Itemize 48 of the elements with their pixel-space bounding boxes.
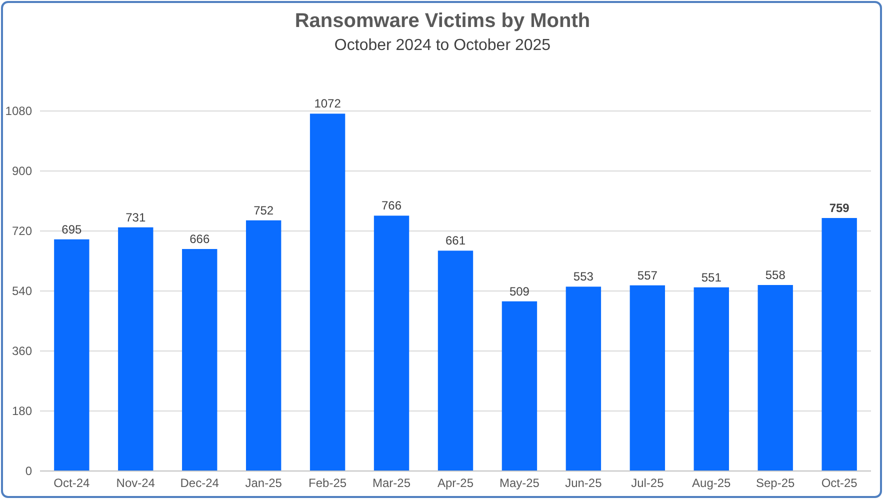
x-tick-label: Apr-25 [437, 476, 474, 490]
y-tick-label: 900 [12, 164, 32, 178]
bar [374, 216, 410, 471]
y-tick-label: 360 [12, 344, 32, 358]
bar [566, 286, 602, 471]
chart-subtitle: October 2024 to October 2025 [334, 37, 551, 54]
x-tick-label: Feb-25 [308, 476, 347, 490]
data-label: 666 [190, 232, 210, 246]
x-tick-label: Dec-24 [180, 476, 220, 490]
data-label: 553 [573, 270, 594, 284]
bar [694, 287, 729, 471]
y-tick-label: 540 [12, 284, 32, 298]
x-tick-label: Sep-25 [756, 476, 796, 490]
data-label: 558 [765, 268, 786, 282]
bar [822, 218, 857, 471]
data-label: 759 [829, 201, 850, 215]
data-label: 752 [254, 203, 274, 218]
data-label: 695 [62, 222, 82, 236]
bar [758, 285, 793, 471]
y-tick-label: 180 [12, 404, 32, 418]
data-label: 661 [445, 234, 466, 248]
bar [246, 220, 282, 471]
x-tick-label: Oct-25 [821, 476, 858, 490]
bar [502, 301, 538, 471]
data-label: 557 [637, 268, 658, 282]
x-tick-label: Mar-25 [372, 476, 411, 490]
x-tick-label: Aug-25 [692, 476, 732, 490]
bar [118, 227, 154, 471]
bar [54, 239, 90, 471]
data-label: 731 [126, 210, 146, 224]
x-tick-label: Jul-25 [631, 476, 664, 490]
x-tick-label: May-25 [499, 476, 540, 490]
bar [182, 249, 218, 471]
y-tick-label: 720 [12, 224, 32, 238]
bar [630, 285, 666, 471]
data-label: 1072 [314, 96, 342, 111]
y-tick-label: 0 [25, 464, 32, 478]
x-tick-label: Nov-24 [116, 476, 156, 490]
data-label: 766 [382, 198, 402, 213]
x-tick-label: Oct-24 [54, 476, 90, 490]
bar [438, 250, 474, 471]
x-tick-label: Jan-25 [245, 476, 282, 490]
bar [310, 114, 346, 471]
chart-title: Ransomware Victims by Month [294, 10, 590, 32]
y-tick-label: 1080 [5, 104, 32, 118]
data-label: 509 [509, 284, 530, 298]
x-tick-label: Jun-25 [565, 476, 602, 490]
data-label: 551 [701, 270, 722, 284]
